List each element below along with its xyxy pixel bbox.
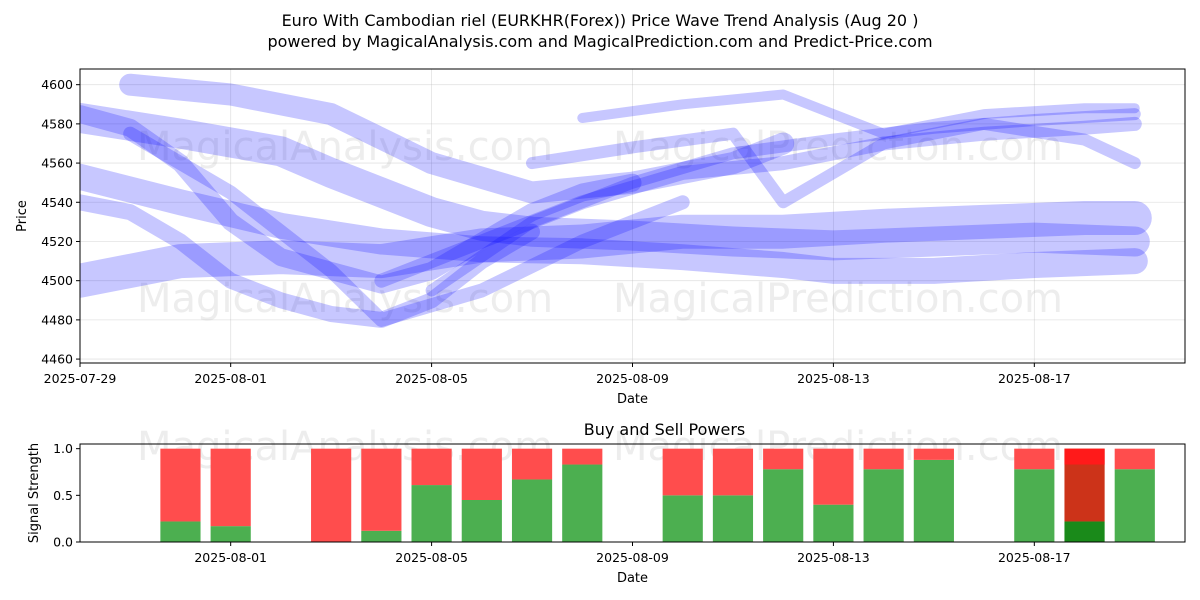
watermark: MagicalPrediction.com xyxy=(613,276,1063,322)
buy-power-bar xyxy=(511,479,553,542)
sell-power-bar xyxy=(160,448,201,522)
x-tick-label: 2025-08-17 xyxy=(998,550,1071,565)
sell-power-bar xyxy=(511,448,553,480)
chart-subtitle: powered by MagicalAnalysis.com and Magic… xyxy=(267,32,932,51)
y-axis-label: Signal Strength xyxy=(27,443,42,543)
wave-series-line xyxy=(374,116,1142,288)
wave-series-line xyxy=(80,103,1150,261)
y-tick-label: 4480 xyxy=(41,312,73,327)
buy-sell-power-panel: MagicalAnalysis.com MagicalPrediction.com… xyxy=(27,420,1186,586)
wave-series-line xyxy=(80,194,540,328)
x-tick-label: 2025-08-17 xyxy=(998,371,1071,386)
y-tick-label: 0.5 xyxy=(53,488,73,503)
sell-power-bar xyxy=(311,448,352,542)
x-tick-label: 2025-08-05 xyxy=(395,371,468,386)
buy-power-bar xyxy=(1014,469,1055,542)
sell-power-bar xyxy=(863,448,904,470)
panel-title: Buy and Sell Powers xyxy=(584,420,746,439)
x-axis-label: Date xyxy=(617,392,648,407)
y-tick-label: 4520 xyxy=(41,234,73,249)
wave-lines xyxy=(80,73,1152,328)
x-tick-label: 2025-08-13 xyxy=(797,550,870,565)
x-tick-label: 2025-07-29 xyxy=(44,371,117,386)
buy-power-bar xyxy=(712,495,754,542)
price-wave-panel: MagicalAnalysis.com MagicalPrediction.com… xyxy=(15,68,1186,407)
y-tick-label: 4540 xyxy=(41,195,73,210)
y-tick-label: 4600 xyxy=(41,77,73,92)
sell-power-bar xyxy=(1064,448,1105,465)
buy-power-bar xyxy=(461,500,502,542)
sell-power-bar xyxy=(813,448,854,505)
sell-power-bar xyxy=(361,448,402,531)
y-axis-label: Price xyxy=(15,200,30,232)
buy-power-bar xyxy=(361,530,402,542)
buy-power-bar xyxy=(210,526,251,542)
watermark: MagicalAnalysis.com xyxy=(137,276,553,322)
wave-series-line xyxy=(526,117,1141,209)
wave-series-line xyxy=(119,73,795,204)
x-tick-label: 2025-08-01 xyxy=(194,371,267,386)
sell-power-bar xyxy=(1114,448,1155,470)
x-tick-label: 2025-08-13 xyxy=(797,371,870,386)
chart-title: Euro With Cambodian riel (EURKHR(Forex))… xyxy=(282,11,919,30)
y-tick-label: 4580 xyxy=(41,116,73,131)
wave-series-line xyxy=(123,126,690,327)
x-axis-label: Date xyxy=(617,571,648,586)
buy-power-bar xyxy=(863,469,904,542)
sell-power-bar xyxy=(662,448,703,496)
buy-power-bar xyxy=(763,469,804,542)
sell-power-bar xyxy=(913,448,954,460)
y-tick-label: 4500 xyxy=(41,273,73,288)
wave-series-line xyxy=(425,108,1141,297)
sell-power-bar xyxy=(712,448,754,496)
buy-power-bar xyxy=(160,521,201,542)
sell-power-bar xyxy=(461,448,502,500)
y-tick-label: 1.0 xyxy=(53,441,73,456)
sell-power-bar xyxy=(210,448,251,527)
y-tick-label: 4460 xyxy=(41,352,73,367)
watermark: MagicalAnalysis.com xyxy=(137,124,553,170)
wave-series-line xyxy=(80,163,1148,284)
sell-power-bar xyxy=(763,448,804,470)
watermark: MagicalPrediction.com xyxy=(613,124,1063,170)
x-tick-label: 2025-08-05 xyxy=(395,550,468,565)
y-tick-label: 4560 xyxy=(41,156,73,171)
sell-power-bar xyxy=(411,448,452,486)
wave-series-line xyxy=(577,89,1140,139)
x-tick-label: 2025-08-01 xyxy=(194,550,267,565)
y-tick-label: 0.0 xyxy=(53,535,73,550)
buy-power-bar xyxy=(411,485,452,542)
sell-power-bar xyxy=(1014,448,1055,470)
buy-power-bar xyxy=(662,495,703,542)
buy-power-bar xyxy=(813,504,854,542)
buy-power-bar xyxy=(913,459,954,542)
x-tick-label: 2025-08-09 xyxy=(596,371,669,386)
buy-power-bar xyxy=(562,464,603,542)
x-tick-label: 2025-08-09 xyxy=(596,550,669,565)
wave-series-line xyxy=(80,105,642,294)
sell-power-bar xyxy=(562,448,603,465)
buy-power-bar xyxy=(1064,521,1105,542)
wave-series-line xyxy=(80,201,1152,298)
buy-power-bar xyxy=(1114,469,1155,542)
